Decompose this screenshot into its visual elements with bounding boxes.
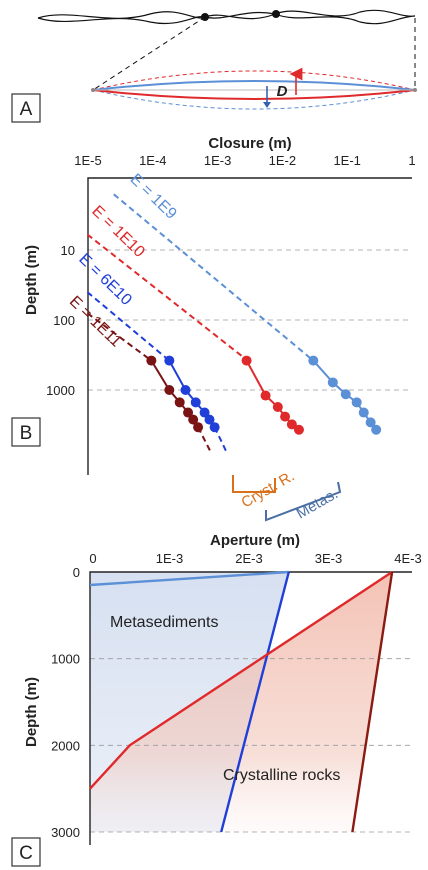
fracture-outline: [37, 9, 416, 25]
closure-x-tick-label: 1E-2: [269, 153, 296, 168]
panel-b-label-box: [11, 417, 41, 447]
aperture-x-tick-label: 0: [89, 551, 96, 566]
closure-series-line: [86, 291, 170, 362]
closure-y-axis-title: Depth (m): [23, 245, 40, 315]
closure-x-tick-label: 1E-3: [204, 153, 231, 168]
aperture-areas: [90, 572, 393, 832]
crack-upper-solid: [92, 80, 416, 91]
closure-brackets: Cryst. R.Metas.: [232, 468, 342, 522]
closure-data-point: [188, 414, 199, 425]
closure-series-line: [213, 426, 229, 454]
zoom-line: [93, 14, 276, 90]
aperture-y-tick-label: 0: [73, 565, 80, 580]
bracket-crystalline: [232, 475, 276, 493]
bracket-metasediments: [265, 481, 342, 522]
closure-data-point: [146, 355, 157, 366]
aperture-x-ticks: 0 1E-3 2E-3 3E-3 4E-3: [89, 551, 421, 566]
aperture-x-tick-label: 1E-3: [156, 551, 183, 566]
panel-b: Closure (m) 1E-5 1E-4 1E-3 1E-2 1E-1 1 101001…: [11, 135, 416, 522]
closure-series-line: [86, 233, 248, 361]
closure-data-point: [174, 397, 185, 408]
closure-data-point: [241, 355, 252, 366]
closure-x-tick-label: 1E-1: [333, 153, 360, 168]
crack-lower-dashed: [92, 89, 416, 110]
closure-data-point: [260, 390, 271, 401]
crack-lower-solid: [92, 89, 416, 100]
aperture-axis-title: Aperture (m): [210, 532, 300, 549]
closure-axis-frame: [87, 177, 412, 475]
closure-data-point: [180, 385, 191, 395]
panel-c: Aperture (m) 0 1E-3 2E-3 3E-3 4E-3 0 1000 2000…: [11, 532, 422, 867]
closure-data-point: [190, 397, 201, 408]
bracket-label-metasediments: Metas.: [294, 485, 341, 522]
closure-y-tick-label: 100: [53, 313, 75, 328]
aperture-y-ticks: 0 1000 2000 3000: [51, 565, 80, 840]
closure-data-point: [351, 397, 362, 408]
closure-data-point: [340, 389, 351, 400]
closure-data-point: [199, 407, 210, 418]
panel-a-label: A: [20, 99, 33, 120]
closure-data-point: [308, 355, 319, 366]
closure-data-point: [272, 402, 283, 413]
closure-x-tick-label: 1E-4: [139, 153, 166, 168]
annotation-metasediments: Metasediments: [110, 614, 219, 631]
closure-data-point: [204, 414, 215, 425]
aperture-x-tick-label: 2E-3: [235, 551, 262, 566]
aperture-lines: [89, 570, 394, 833]
closure-data-point: [327, 377, 338, 388]
bracket-label-crystalline: Cryst. R.: [239, 468, 298, 512]
closure-x-ticks: 1E-5 1E-4 1E-3 1E-2 1E-1 1: [74, 153, 415, 168]
aperture-y-tick-label: 1000: [51, 652, 80, 667]
crack-tip: [91, 88, 95, 92]
closure-series-label: E = 1E10: [88, 203, 148, 261]
metasediments-max-line: [220, 571, 290, 833]
closure-y-tick-label: 1000: [46, 383, 75, 398]
metasediments-min-line: [89, 570, 289, 587]
closure-grid: [88, 249, 412, 391]
closure-data-point: [164, 385, 175, 395]
annotation-crystalline-rocks: Crystalline rocks: [223, 767, 340, 784]
closure-data-point: [293, 424, 304, 435]
panel-c-label-box: [11, 837, 41, 867]
crystalline-range-fill: [90, 572, 393, 832]
closure-x-tick-label: 1: [408, 153, 415, 168]
closure-series-line: [197, 426, 213, 454]
aperture-symbol: D: [277, 83, 288, 100]
closure-data-point: [365, 417, 376, 428]
panel-c-label: C: [19, 843, 33, 864]
closure-data-point: [280, 411, 291, 422]
closure-y-ticks: 10 100 1000: [46, 243, 75, 398]
panel-b-label: B: [20, 423, 33, 444]
aperture-x-tick-label: 4E-3: [394, 551, 421, 566]
crack-tip: [413, 88, 417, 92]
closure-data-point: [164, 355, 175, 366]
crystalline-min-line: [89, 570, 393, 790]
closure-y-tick-label: 10: [61, 243, 75, 258]
closure-x-tick-label: 1E-5: [74, 153, 101, 168]
panel-a: D A: [11, 9, 417, 123]
closure-data-point: [183, 407, 194, 418]
closure-axis-title: Closure (m): [208, 135, 291, 152]
closure-series-line: [245, 360, 300, 431]
closure-data-point: [358, 407, 369, 418]
aperture-arrow-head: [263, 102, 271, 108]
aperture-axis-frame: [89, 571, 412, 845]
closure-series: [86, 193, 382, 454]
closure-series-line: [86, 312, 152, 362]
aperture-y-tick-label: 2000: [51, 738, 80, 753]
aperture-y-tick-label: 3000: [51, 825, 80, 840]
crack-upper-dashed: [92, 70, 416, 91]
aperture-y-axis-title: Depth (m): [23, 677, 40, 747]
closure-data-point: [371, 424, 382, 435]
closure-series-line: [113, 193, 314, 362]
aperture-x-tick-label: 3E-3: [315, 551, 342, 566]
crystalline-max-line: [351, 571, 394, 833]
contact-point: [272, 10, 280, 18]
closure-data-point: [286, 419, 297, 430]
zoom-line: [92, 16, 206, 91]
panel-a-label-box: [11, 93, 41, 123]
